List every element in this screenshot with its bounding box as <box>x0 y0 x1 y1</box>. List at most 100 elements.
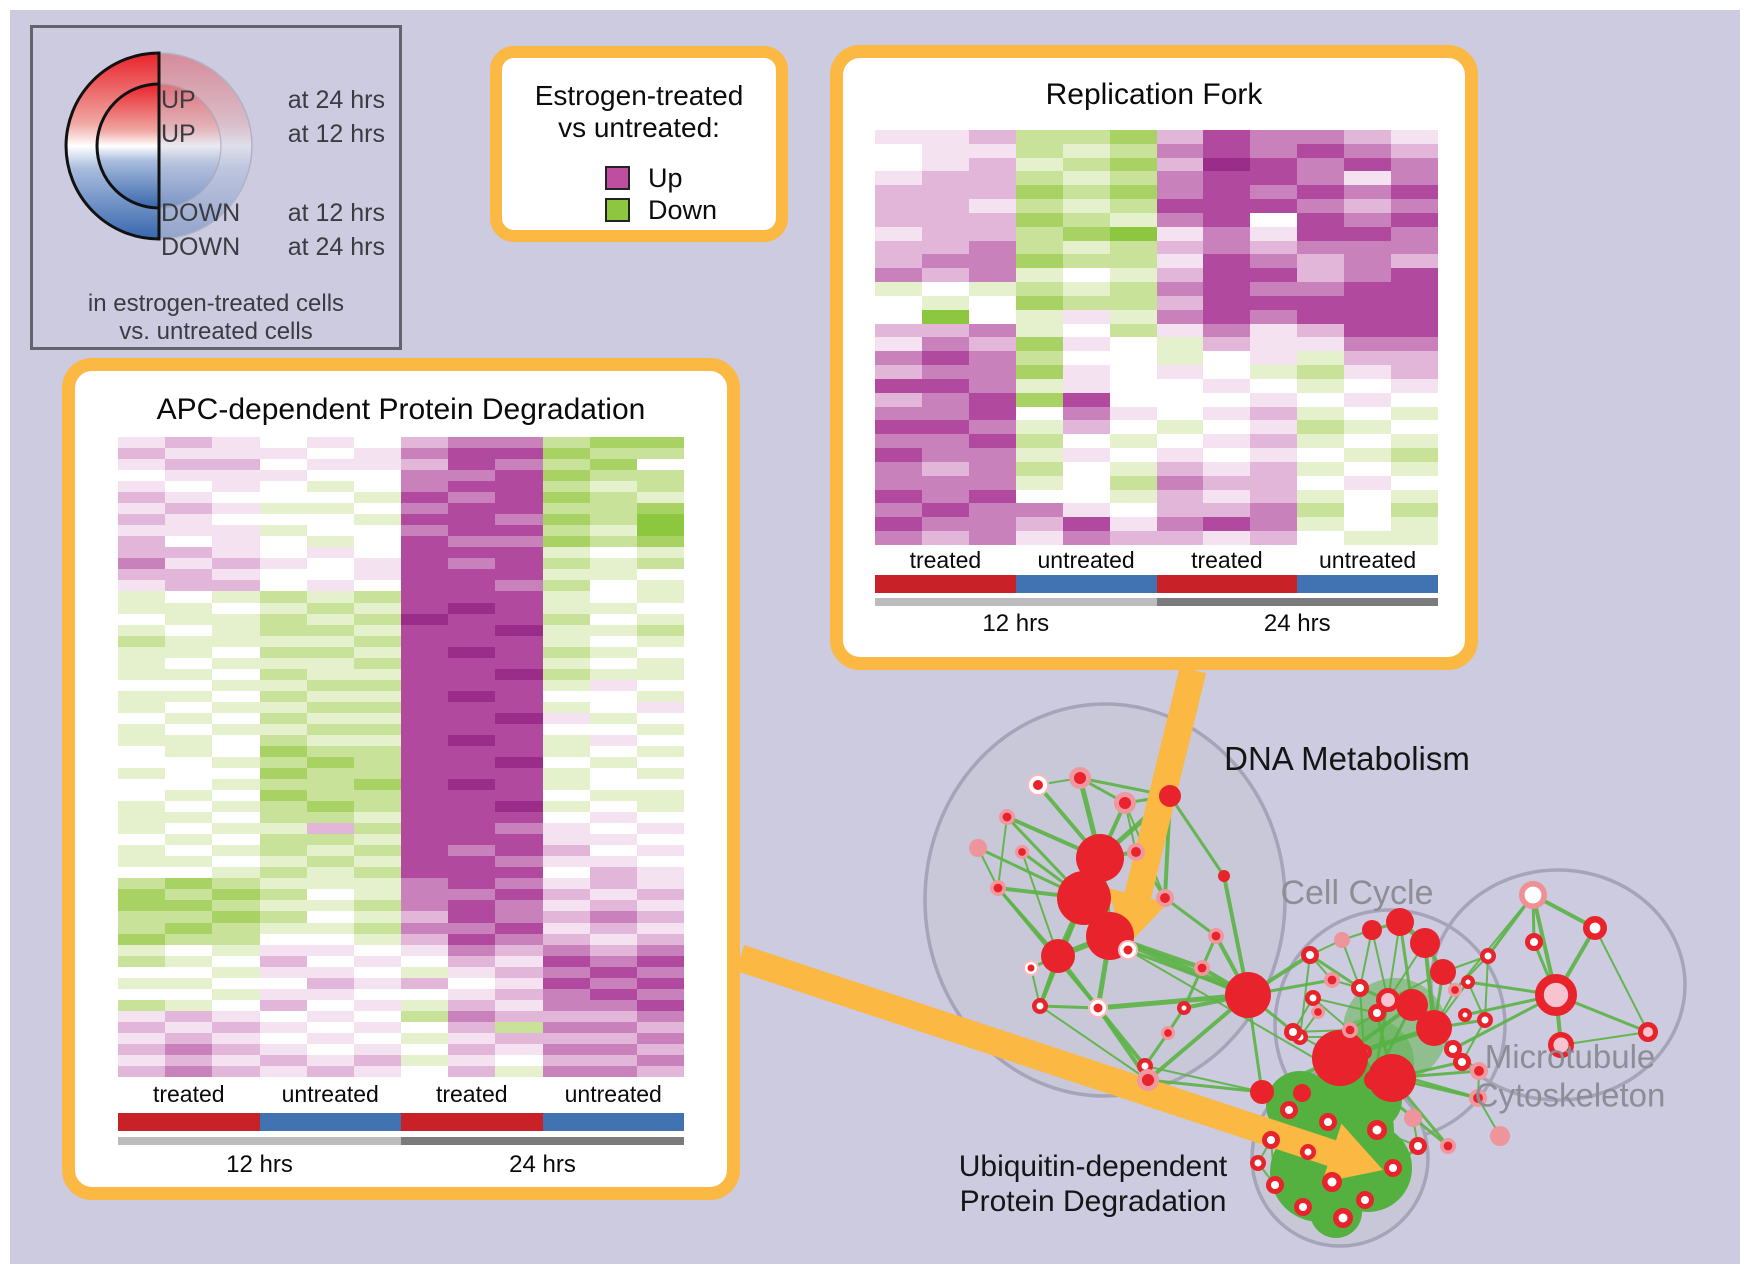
heatmap-cell <box>589 1043 637 1055</box>
heatmap-cell <box>353 503 401 515</box>
heatmap-cell <box>259 624 307 636</box>
heatmap-cell <box>401 734 449 746</box>
heatmap-cell <box>401 503 449 515</box>
heatmap-cell <box>589 668 637 680</box>
heatmap-cell <box>542 459 590 471</box>
apc-treatment-bar <box>118 1113 684 1131</box>
heatmap-cell <box>401 635 449 647</box>
heatmap-cell <box>968 503 1016 518</box>
heatmap-cell <box>118 690 166 702</box>
heatmap-cell <box>636 955 684 967</box>
heatmap-cell <box>1062 323 1110 338</box>
heatmap-cell <box>1156 226 1204 241</box>
heatmap-cell <box>259 734 307 746</box>
heatmap-cell <box>165 492 213 504</box>
heatmap-cell <box>495 679 543 691</box>
heatmap-cell <box>401 1043 449 1055</box>
heatmap-cell <box>353 734 401 746</box>
legend-caption-line2: vs. untreated cells <box>119 318 313 345</box>
heatmap-cell <box>306 646 354 658</box>
heatmap-cell <box>495 823 543 835</box>
heatmap-cell <box>875 489 922 504</box>
heatmap-cell <box>636 801 684 813</box>
heatmap-cell <box>306 613 354 625</box>
heatmap-cell <box>542 734 590 746</box>
heatmap-cell <box>118 646 166 658</box>
heatmap-cell <box>401 492 449 504</box>
heatmap-cell <box>542 668 590 680</box>
heatmap-cell <box>259 812 307 824</box>
heatmap-cell <box>542 1032 590 1044</box>
heatmap-cell <box>448 1010 496 1022</box>
heatmap-cell <box>259 635 307 647</box>
heatmap-cell <box>542 1021 590 1033</box>
heatmap-cell <box>1015 130 1063 144</box>
heatmap-cell <box>1062 185 1110 200</box>
heatmap-cell <box>1156 130 1204 144</box>
heatmap-cell <box>306 459 354 471</box>
heatmap-cell <box>259 437 307 449</box>
heatmap-cell <box>212 966 260 978</box>
heatmap-cell <box>1109 199 1157 213</box>
heatmap-cell <box>401 933 449 945</box>
heatmap-cell <box>165 591 213 603</box>
heatmap-cell <box>259 646 307 658</box>
heatmap-cell <box>589 933 637 945</box>
heatmap-cell <box>259 1043 307 1055</box>
heatmap-cell <box>968 337 1016 352</box>
heatmap-cell <box>353 547 401 559</box>
heatmap-cell <box>165 635 213 647</box>
heatmap-cell <box>1156 212 1204 227</box>
heatmap-cell <box>495 944 543 956</box>
heatmap-cell <box>448 657 496 669</box>
heatmap-cell <box>636 900 684 912</box>
heatmap-cell <box>589 690 637 702</box>
heatmap-cell <box>875 392 922 407</box>
heatmap-cell <box>1062 434 1110 449</box>
heatmap-cell <box>118 867 166 879</box>
heatmap-cell <box>118 437 166 449</box>
heatmap-cell <box>353 481 401 493</box>
heatmap-cell <box>1344 185 1392 200</box>
heatmap-cell <box>1062 240 1110 255</box>
treatment-bar-segment <box>1015 575 1157 593</box>
heatmap-cell <box>1109 212 1157 227</box>
heatmap-cell <box>448 525 496 537</box>
heatmap-cell <box>1344 295 1392 310</box>
heatmap-cell <box>1344 171 1392 186</box>
heatmap-cell <box>353 757 401 769</box>
heatmap-cell <box>542 900 590 912</box>
heatmap-cell <box>589 679 637 691</box>
heatmap-cell <box>212 999 260 1011</box>
heatmap-cell <box>165 525 213 537</box>
heatmap-cell <box>1109 254 1157 269</box>
heatmap-cell <box>1062 143 1110 158</box>
treatment-bar-segment <box>1297 575 1438 593</box>
heatmap-cell <box>542 966 590 978</box>
heatmap-cell <box>448 547 496 559</box>
heatmap-cell <box>875 282 922 296</box>
heatmap-cell <box>1344 268 1392 283</box>
heatmap-cell <box>1062 378 1110 393</box>
heatmap-cell <box>495 922 543 934</box>
heatmap-cell <box>259 999 307 1011</box>
heatmap-cell <box>968 531 1016 545</box>
heatmap-cell <box>353 635 401 647</box>
inner-12hr-half-circle <box>95 82 161 210</box>
heatmap-cell <box>1250 130 1298 144</box>
heatmap-cell <box>401 779 449 791</box>
heatmap-cell <box>542 757 590 769</box>
heatmap-cell <box>1015 268 1063 283</box>
heatmap-cell <box>353 448 401 460</box>
heatmap-cell <box>353 768 401 780</box>
heatmap-cell <box>165 867 213 879</box>
heatmap-cell <box>259 657 307 669</box>
heatmap-cell <box>495 988 543 1000</box>
heatmap-cell <box>259 580 307 592</box>
heatmap-cell <box>448 690 496 702</box>
heatmap-cell <box>1015 531 1063 545</box>
heatmap-cell <box>259 547 307 559</box>
heatmap-cell <box>968 268 1016 283</box>
heatmap-cell <box>259 823 307 835</box>
heatmap-cell <box>875 268 922 283</box>
